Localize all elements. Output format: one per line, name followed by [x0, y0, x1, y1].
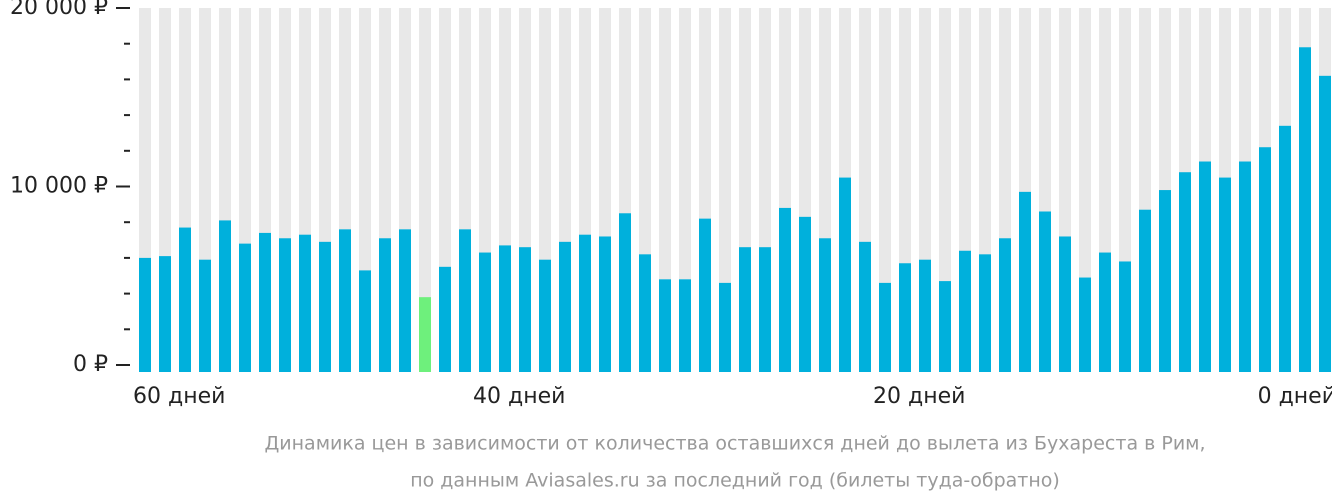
bar	[659, 279, 671, 372]
stripe	[719, 8, 731, 372]
bar	[1059, 236, 1071, 372]
bar	[859, 241, 871, 372]
bar	[979, 254, 991, 372]
bar	[959, 250, 971, 372]
y-tick-label: 0 ₽	[73, 352, 108, 377]
bar	[679, 279, 691, 372]
bar	[519, 247, 531, 372]
bar	[279, 238, 291, 372]
bar	[1199, 161, 1211, 372]
bar	[1079, 277, 1091, 372]
bar	[1119, 261, 1131, 372]
bar	[299, 234, 311, 372]
bar	[319, 241, 331, 372]
bar	[779, 207, 791, 372]
bar	[499, 245, 511, 372]
y-tick-label: 10 000 ₽	[10, 174, 108, 199]
bar	[259, 232, 271, 372]
bar	[1319, 75, 1331, 372]
bar	[479, 252, 491, 372]
bar	[599, 236, 611, 372]
bar	[139, 257, 151, 372]
bar	[459, 229, 471, 372]
bar	[1039, 211, 1051, 372]
bar	[379, 238, 391, 372]
bar	[759, 247, 771, 372]
bar	[699, 218, 711, 372]
bar	[1159, 190, 1171, 372]
bar	[1259, 147, 1271, 372]
bar	[1099, 252, 1111, 372]
y-tick-label: 20 000 ₽	[10, 0, 108, 20]
bar	[199, 259, 211, 372]
bar	[1279, 125, 1291, 372]
bar	[619, 213, 631, 372]
bar	[899, 263, 911, 372]
bar	[579, 234, 591, 372]
bar	[919, 259, 931, 372]
bar	[1019, 191, 1031, 372]
caption: Динамика цен в зависимости от количества…	[264, 433, 1205, 455]
bar	[999, 238, 1011, 372]
x-tick-label: 0 дней	[1258, 384, 1332, 409]
bar	[439, 266, 451, 372]
x-tick-label: 60 дней	[133, 384, 225, 409]
bar	[339, 229, 351, 372]
bar	[1219, 177, 1231, 372]
bar	[839, 177, 851, 372]
bar	[719, 282, 731, 372]
bar	[399, 229, 411, 372]
x-tick-label: 40 дней	[473, 384, 565, 409]
bar	[819, 238, 831, 372]
bar	[239, 243, 251, 372]
bar	[159, 256, 171, 372]
caption: по данным Aviasales.ru за последний год …	[410, 470, 1060, 492]
bar	[739, 247, 751, 372]
stripe	[419, 8, 431, 372]
bar	[879, 282, 891, 372]
stripe	[939, 8, 951, 372]
bar	[219, 220, 231, 372]
bar	[179, 227, 191, 372]
bar	[359, 270, 371, 372]
bar	[1179, 172, 1191, 372]
x-tick-label: 20 дней	[873, 384, 965, 409]
bar	[1239, 161, 1251, 372]
bar	[799, 216, 811, 372]
bar	[1139, 209, 1151, 372]
bar	[559, 241, 571, 372]
bar	[1299, 47, 1311, 373]
bar	[639, 254, 651, 372]
bar	[539, 259, 551, 372]
bar	[419, 297, 431, 372]
bar	[939, 281, 951, 372]
stripe	[879, 8, 891, 372]
